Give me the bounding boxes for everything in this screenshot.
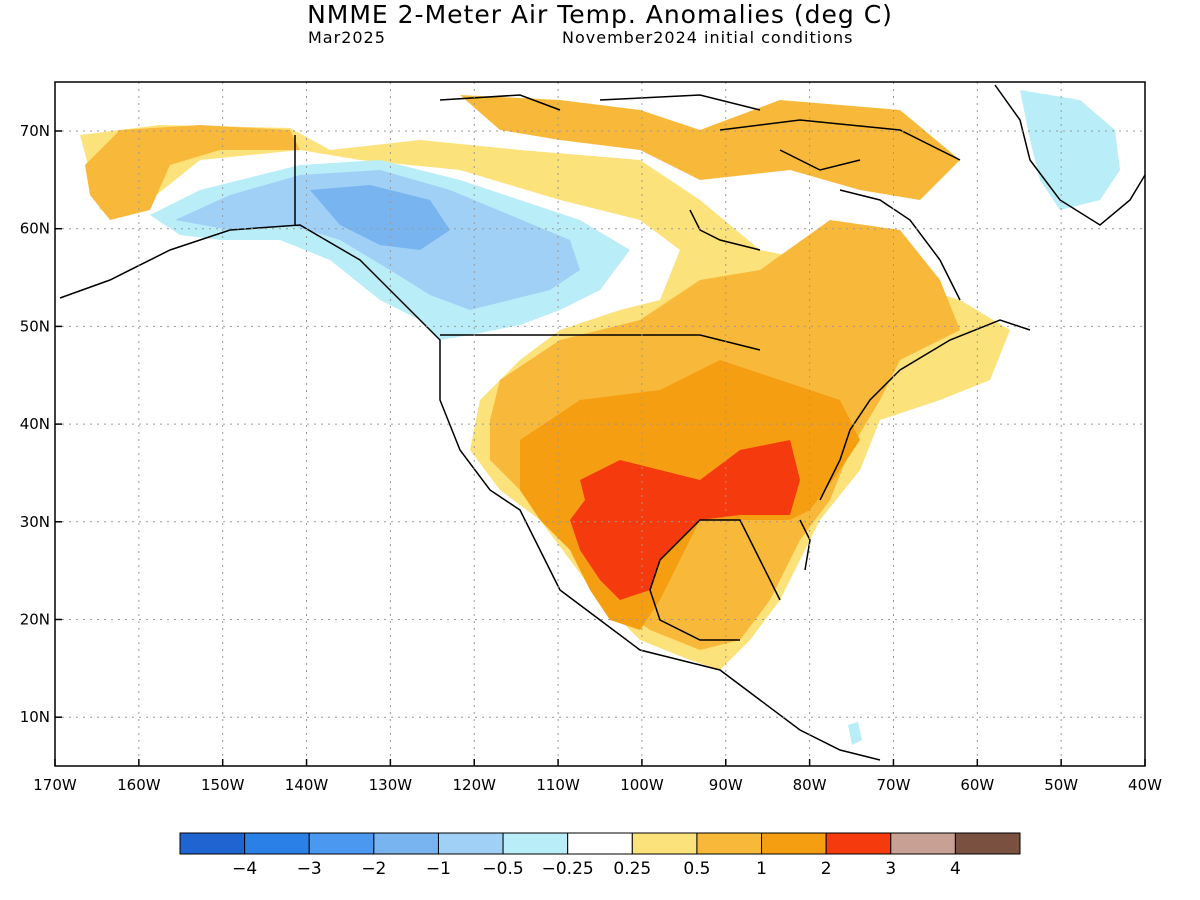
legend-tick-label: −1 [426,859,451,879]
color-scale-legend: −4 −3 −2 −1 −0.5 −0.25 0.25 0.5 1 2 3 4 [179,832,1021,879]
legend-swatch [179,832,246,855]
north-america-coastline [59,189,1031,761]
latitude-label: 70N [20,122,50,140]
longitude-label: 120W [452,776,496,794]
legend-tick-label: 4 [950,859,961,879]
coastlines [59,84,1145,761]
cold-anomaly-caribbean-spot [848,722,862,745]
latitude-label: 40N [20,415,50,433]
latitude-label: 60N [20,220,50,238]
hot-anomaly-region [570,440,800,600]
legend-tick-label: 2 [821,859,832,879]
latitude-label: 50N [20,317,50,335]
latitude-label: 30N [20,513,50,531]
legend-swatch [373,832,439,855]
longitude-label: 110W [536,776,580,794]
longitude-label: 90W [709,776,743,794]
cold-anomaly-strong-region [310,185,450,250]
anomaly-field [80,90,1120,745]
cold-anomaly-greenland-region [1020,90,1120,210]
legend-swatch [244,832,310,855]
legend-tick-label: −4 [232,859,257,879]
legend-swatch [954,832,1021,855]
longitude-axis: 170W 160W 150W 140W 130W 120W 110W 100W 90W 80W 70… [33,759,1162,794]
longitude-label: 150W [201,776,245,794]
legend-swatch [567,832,633,855]
legend-swatch [761,832,827,855]
longitude-label: 80W [793,776,827,794]
longitude-label: 160W [117,776,161,794]
legend-swatch [308,832,375,855]
graticule [55,82,1145,766]
longitude-label: 50W [1044,776,1078,794]
legend-tick-label: 1 [756,859,767,879]
greenland-coastline [994,84,1145,226]
longitude-label: 140W [285,776,329,794]
legend-tick-label: 0.25 [613,859,651,879]
legend-swatch [631,832,698,855]
latitude-label: 20N [20,611,50,629]
legend-tick-label: 3 [885,859,896,879]
valid-month-label: Mar2025 [308,28,386,47]
legend-tick-label: −3 [297,859,322,879]
legend-swatch [696,832,763,855]
longitude-label: 70W [877,776,911,794]
legend-tick-label: −2 [361,859,386,879]
longitude-label: 170W [33,776,77,794]
legend-swatch [437,832,504,855]
initial-conditions-label: November2024 initial conditions [562,28,854,47]
legend-swatch [890,832,956,855]
longitude-label: 100W [620,776,664,794]
canada-us-border [294,135,761,351]
legend-tick-label: −0.25 [542,859,594,879]
longitude-label: 60W [960,776,994,794]
latitude-label: 10N [20,708,50,726]
longitude-label: 40W [1128,776,1162,794]
map-title: NMME 2-Meter Air Temp. Anomalies (deg C) [307,0,893,29]
latitude-axis: 70N 60N 50N 40N 30N 20N 10N [20,122,62,726]
legend-tick-label: 0.5 [683,859,710,879]
legend-swatch [502,832,569,855]
warm-anomaly-alaska-coast-region [85,125,300,220]
arctic-islands-coastline [439,94,961,171]
longitude-label: 130W [369,776,413,794]
warm-anomaly-northern-canada-region [460,95,960,200]
legend-tick-label: −0.5 [482,859,523,879]
legend-swatch [825,832,892,855]
